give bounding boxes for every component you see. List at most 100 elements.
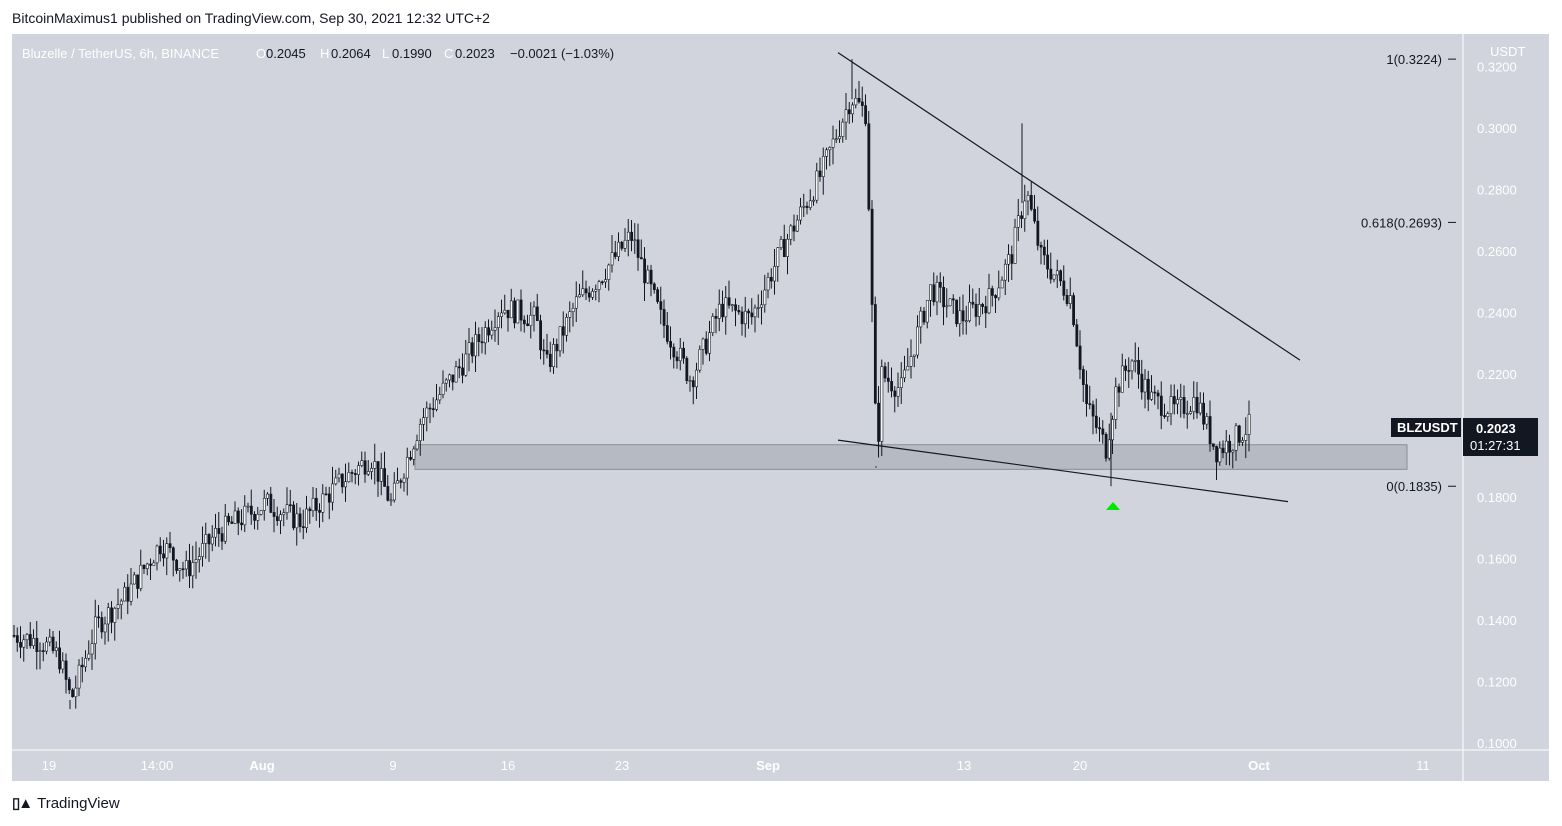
candle-body (964, 320, 968, 323)
candle-body (883, 366, 887, 379)
candle-body (1098, 427, 1102, 430)
candle-body (87, 653, 91, 659)
candle-body (116, 604, 120, 609)
candle-body (301, 526, 305, 529)
candle-body (834, 138, 838, 141)
currency-label: USDT (1490, 44, 1525, 59)
candle-body (412, 448, 416, 460)
time-tick-label: 19 (42, 758, 56, 773)
candle-body (467, 342, 471, 355)
candle-body (454, 366, 458, 383)
candle-body (32, 638, 36, 646)
candle-body (110, 607, 114, 623)
candle-body (12, 635, 16, 637)
candle-body (165, 543, 169, 559)
candle-body (409, 457, 413, 460)
candle-body (513, 300, 517, 324)
time-tick-label: Sep (756, 758, 780, 773)
candle-body (175, 559, 179, 571)
candle-body (948, 298, 952, 307)
candle-body (227, 515, 231, 523)
candle-body (1033, 208, 1037, 222)
candle-body (35, 638, 39, 652)
candle-body (191, 562, 195, 577)
candle-body (945, 305, 949, 308)
candle-body (145, 563, 149, 569)
candle-body (266, 493, 270, 499)
candle-body (84, 658, 88, 668)
candle-body (812, 199, 816, 202)
candle-body (756, 307, 760, 309)
candle-body (571, 307, 575, 313)
candle-body (1020, 215, 1024, 219)
candle-body (639, 257, 643, 260)
candle-body (529, 314, 533, 326)
candle-body (41, 650, 45, 652)
candle-body (126, 586, 130, 602)
candle-body (1094, 415, 1098, 428)
candle-body (357, 465, 361, 475)
time-tick-label: 11 (1416, 758, 1430, 773)
candle-body (438, 394, 442, 401)
descending-support-line[interactable] (837, 439, 1289, 503)
candle-body (136, 574, 140, 589)
candle-body (298, 513, 302, 527)
candle-body (1176, 399, 1180, 405)
candle-body (396, 480, 400, 484)
candle-body (207, 534, 211, 545)
last-price-badge (1463, 418, 1538, 456)
candle-body (139, 564, 143, 589)
candle-body (337, 473, 341, 479)
candle-body (659, 301, 663, 310)
candle-body (1000, 279, 1004, 289)
candle-body (223, 515, 227, 542)
candle-body (864, 105, 868, 125)
candle-body (1133, 360, 1137, 362)
candle-body (578, 294, 582, 298)
candle-body (1003, 263, 1007, 281)
candle-body (721, 303, 725, 318)
support-zone[interactable] (414, 444, 1408, 470)
candle-body (743, 310, 747, 325)
candle-body (906, 366, 910, 371)
price-tick-label: 0.3000 (1477, 121, 1517, 136)
fib-level-label: 0.618(0.2693) (1361, 215, 1442, 230)
candle-body (516, 299, 520, 324)
candle-body (1039, 245, 1043, 248)
candle-body (1228, 440, 1232, 453)
candle-body (249, 505, 253, 515)
candle-body (568, 311, 572, 318)
candle-body (792, 225, 796, 232)
time-tick-label: 16 (501, 758, 515, 773)
candle-body (1185, 413, 1189, 415)
candle-body (1013, 226, 1017, 264)
candle-body (899, 377, 903, 388)
candle-body (1130, 360, 1134, 372)
candle-body (477, 334, 481, 342)
candle-body (691, 380, 695, 388)
candle-body (1065, 295, 1069, 304)
candle-body (119, 600, 123, 605)
candle-body (347, 472, 351, 483)
candle-body (487, 327, 491, 336)
candle-body (448, 374, 452, 381)
candle-body (509, 300, 513, 319)
candle-body (15, 635, 19, 643)
candle-body (25, 634, 29, 641)
candle-body (636, 239, 640, 258)
candle-body (1192, 396, 1196, 412)
candle-body (168, 543, 172, 549)
candle-body (925, 300, 929, 323)
candle-body (77, 664, 81, 689)
footer-brand: TradingView (37, 794, 120, 812)
candle-body (760, 304, 764, 308)
time-tick-label: Aug (249, 758, 274, 773)
chart-area[interactable] (12, 34, 1549, 781)
candle-body (1026, 195, 1030, 202)
candle-body (1205, 416, 1209, 425)
candle-body (1218, 447, 1222, 463)
candle-body (243, 505, 247, 526)
candle-body (1046, 254, 1050, 270)
descending-resistance-line[interactable] (837, 52, 1301, 361)
